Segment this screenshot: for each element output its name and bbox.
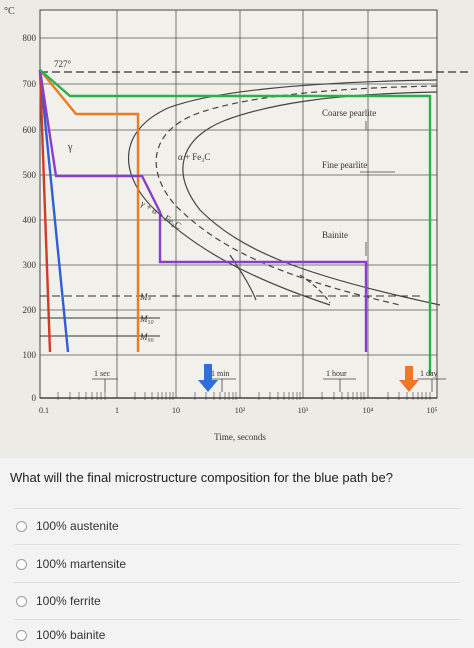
bainite-region-curves: [229, 254, 331, 304]
finish-curve: [182, 91, 441, 306]
y-tick-300: 300: [23, 260, 37, 270]
x-axis-minor-ticks: [57, 392, 431, 400]
x-tick-100000: 10⁵: [427, 406, 438, 415]
time-marker-hour: 1 hour: [326, 369, 347, 378]
y-tick-200: 200: [23, 305, 37, 315]
green-path: [39, 69, 432, 375]
alpha-fe3c-label: α + Fe₃C: [178, 152, 210, 162]
option-austenite[interactable]: 100% austenite: [16, 519, 119, 533]
y-tick-0: 0: [32, 393, 37, 403]
divider: [14, 582, 460, 583]
option-bainite[interactable]: 100% bainite: [16, 628, 105, 642]
option-label: 100% ferrite: [36, 594, 101, 608]
bainite-start-tail: [229, 254, 257, 301]
m50-label: M₅₀: [139, 314, 154, 324]
bainite-mid-tail: [299, 274, 331, 304]
radio-circle-icon[interactable]: [16, 520, 27, 532]
x-tick-100: 10²: [235, 406, 246, 415]
bainite-label: Bainite: [322, 230, 348, 240]
x-tick-10: 10: [172, 406, 180, 415]
ms-label: Mₛ: [139, 292, 151, 302]
orange-arrow-icon: [399, 366, 419, 392]
y-tick-100: 100: [23, 350, 37, 360]
divider: [14, 619, 460, 620]
radio-circle-icon[interactable]: [16, 595, 27, 607]
option-label: 100% bainite: [36, 628, 106, 642]
cooling-paths: [38, 69, 432, 375]
time-markers: 1 sec 1 min 1 hour 1 day: [94, 369, 438, 378]
label-leaders: [360, 121, 395, 256]
option-label: 100% austenite: [36, 519, 119, 533]
time-marker-day: 1 day: [420, 369, 438, 378]
plot-frame: [39, 9, 438, 399]
purple-path: [38, 69, 368, 352]
y-tick-800: 800: [23, 33, 37, 43]
y-axis-ticks: 800 700 600 500 400 300 200 100 0: [23, 33, 37, 403]
red-path: [38, 69, 52, 353]
y-unit-label: °C: [4, 6, 15, 17]
blue-path: [38, 69, 70, 353]
radio-circle-icon[interactable]: [16, 558, 27, 570]
x-axis-ticks: 0.1 1 10 10² 10³ 10⁴ 10⁵: [39, 406, 438, 415]
y-tick-500: 500: [23, 170, 37, 180]
start-curve: [127, 79, 438, 306]
option-label: 100% martensite: [36, 557, 127, 571]
divider: [14, 508, 460, 509]
y-tick-600: 600: [23, 125, 37, 135]
m90-label: M₉₀: [139, 332, 154, 342]
time-marker-sec: 1 sec: [94, 369, 111, 378]
y-tick-400: 400: [23, 215, 37, 225]
coarse-pearlite-label: Coarse pearlite: [322, 108, 376, 118]
gamma-label: γ: [67, 142, 73, 153]
eutectoid-label: 727°: [54, 59, 72, 69]
divider: [14, 544, 460, 545]
ttt-diagram-svg: 800 700 600 500 400 300 200 100 0 °C 0.1…: [4, 6, 470, 442]
x-tick-0.1: 0.1: [39, 406, 49, 415]
ttt-diagram: 800 700 600 500 400 300 200 100 0 °C 0.1…: [0, 0, 474, 458]
grid: [40, 10, 437, 398]
y-tick-700: 700: [23, 79, 37, 89]
option-ferrite[interactable]: 100% ferrite: [16, 594, 101, 608]
x-tick-1: 1: [115, 406, 119, 415]
orange-path: [39, 69, 140, 352]
time-marker-min: 1 min: [211, 369, 229, 378]
x-axis-label: Time, seconds: [214, 432, 266, 442]
x-tick-1000: 10³: [298, 406, 309, 415]
radio-circle-icon[interactable]: [16, 629, 27, 641]
fine-pearlite-label: Fine pearlite: [322, 160, 367, 170]
blue-arrow-icon: [198, 364, 218, 392]
question-text: What will the final microstructure compo…: [10, 470, 393, 485]
x-tick-10000: 10⁴: [363, 406, 374, 415]
time-marker-brackets: [92, 378, 446, 392]
option-martensite[interactable]: 100% martensite: [16, 557, 126, 571]
